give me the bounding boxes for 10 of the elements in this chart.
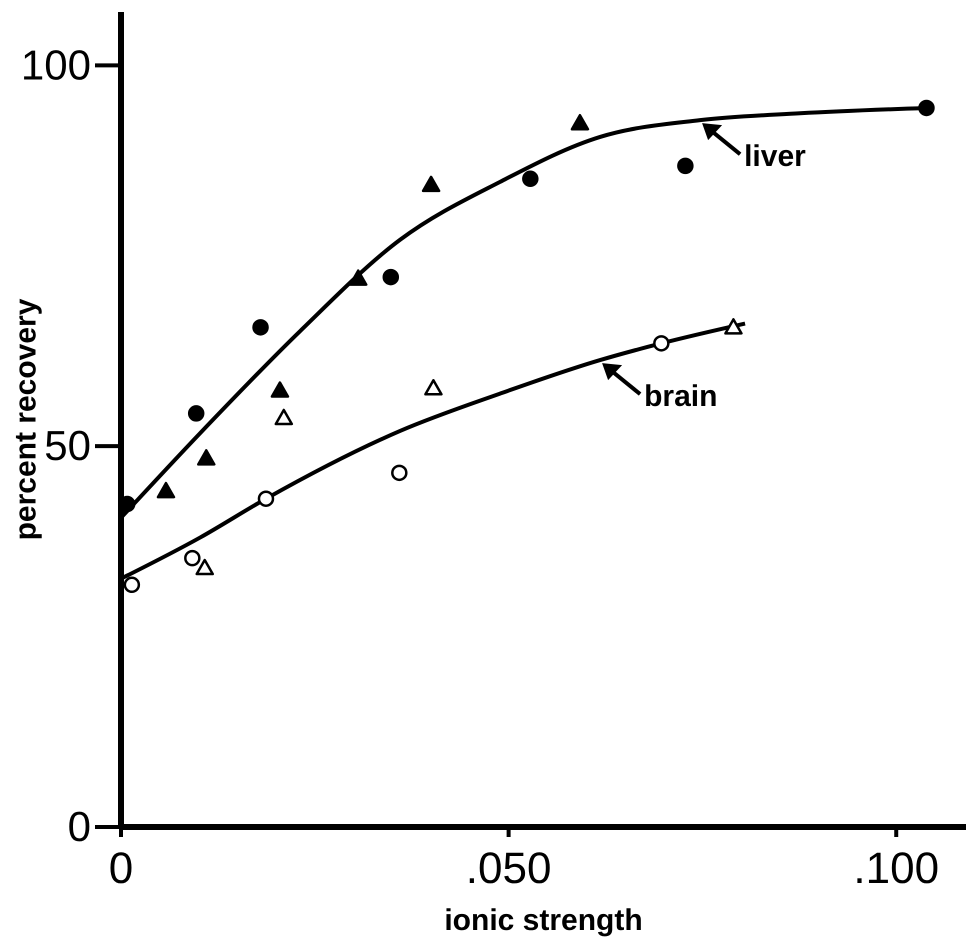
x-tick-label: .100 [853,844,940,893]
x-axis-title: ionic strength [444,904,643,937]
x-tick-label: .050 [466,844,552,893]
x-tick-label: 0 [108,844,134,893]
y-axis-title: percent recovery [10,298,42,540]
y-tick-label: 0 [68,803,91,850]
y-tick-label: 50 [44,422,91,470]
legend-label: liver [744,140,806,174]
y-tick-label: 100 [20,41,91,88]
legend-label: brain [644,380,718,414]
